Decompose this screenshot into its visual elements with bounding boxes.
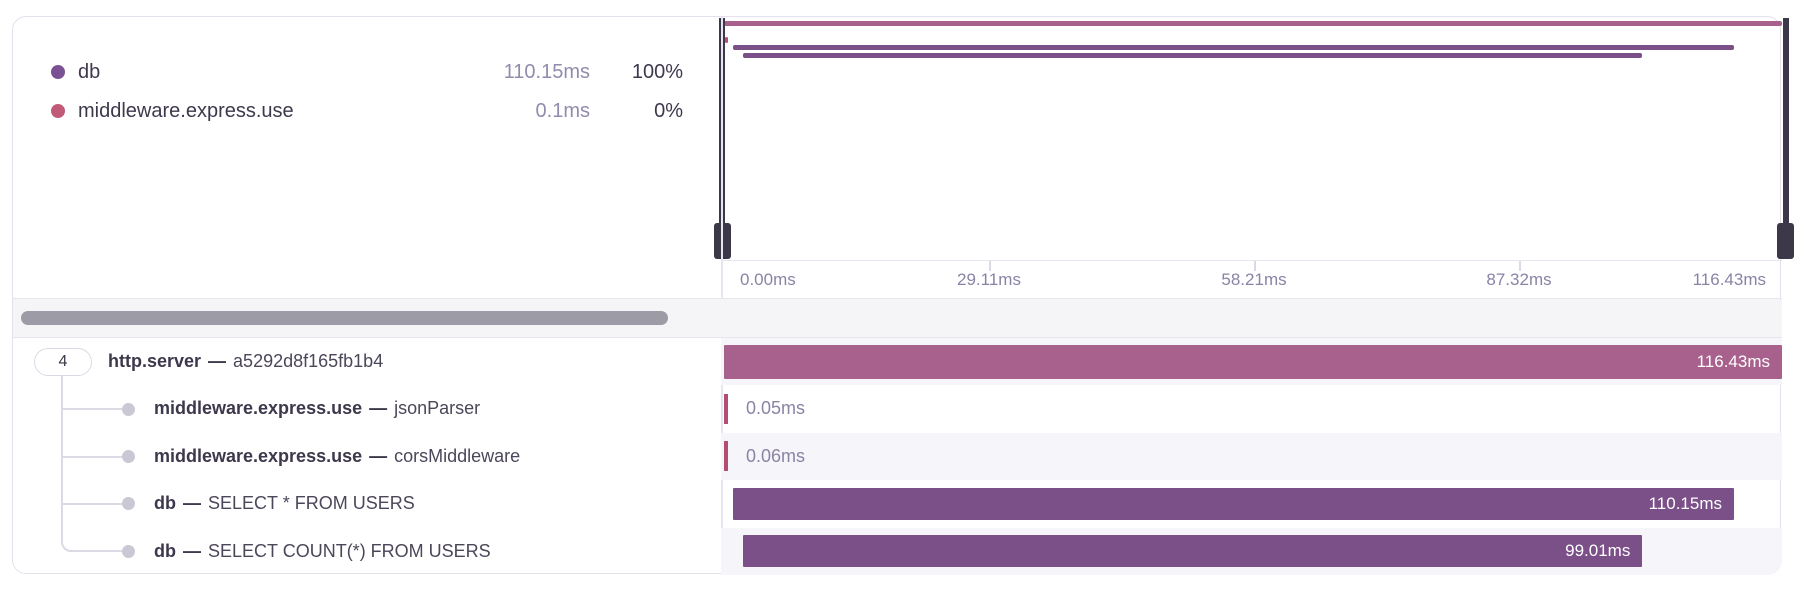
span-op: http.server [108,351,202,371]
span-op: middleware.express.use [154,398,363,419]
span-bar[interactable]: 116.43ms [724,344,1782,379]
legend-op-percent: 100% [631,60,683,83]
span-title: middleware.express.use — corsMiddleware [154,433,520,480]
trace-minimap[interactable]: 0.00ms 29.11ms 58.21ms 87.32ms 116.43ms [714,17,1794,298]
span-duration-label: 99.01ms [1565,541,1631,561]
span-title: middleware.express.use — jsonParser [154,385,480,432]
span-duration-label: 116.43ms [1696,351,1770,371]
legend-op-duration: 0.1ms [535,99,590,122]
horizontal-scrollbar-thumb[interactable] [21,311,668,325]
viewport-left-handle-grip[interactable] [714,223,731,259]
row-band [721,432,1782,481]
span-title: db — SELECT COUNT(*) FROM USERS [154,528,491,575]
separator-dash: — [208,351,227,371]
span-bar[interactable]: 99.01ms [742,535,1643,568]
span-row-db-count[interactable]: db — SELECT COUNT(*) FROM USERS 99.01ms [13,527,1782,575]
span-description: corsMiddleware [394,445,521,466]
viewport-right-handle-bar[interactable] [1783,18,1789,223]
axis-tick [1254,261,1256,271]
time-axis: 0.00ms 29.11ms 58.21ms 87.32ms 116.43ms [721,260,1782,298]
separator-dash: — [183,540,201,561]
span-tick[interactable] [724,441,728,472]
tree-node-dot-icon [122,449,135,463]
tree-node-dot-icon [122,402,135,416]
trace-view-panel: db 110.15ms 100% middleware.express.use … [12,16,1794,575]
tree-node-dot-icon [122,497,135,511]
axis-tick [989,261,991,271]
tree-branch-line [61,455,123,458]
tree-branch-line [61,408,123,411]
ops-breakdown-legend: db 110.15ms 100% middleware.express.use … [13,17,721,298]
axis-label: 116.43ms [1692,270,1766,289]
span-duration-label: 0.05ms [746,398,806,419]
minimap-span-db-select [733,45,1734,50]
legend-op-percent: 0% [654,99,683,122]
axis-label: 29.11ms [957,270,1021,289]
span-row-corsmiddleware[interactable]: middleware.express.use — corsMiddleware 0.… [13,432,1782,481]
span-duration-label: 0.06ms [746,445,806,466]
span-tick[interactable] [724,394,728,425]
minimap-span-http-server [724,21,1782,26]
span-op: db [154,493,176,514]
legend-row-db: db 110.15ms 100% [13,58,721,86]
tree-branch-line [61,502,123,505]
row-band [721,385,1782,432]
minimap-span-db-count [742,53,1643,58]
span-duration-label: 110.15ms [1648,493,1722,513]
axis-label: 58.21ms [1221,270,1287,289]
axis-tick [1519,261,1521,271]
tree-node-dot-icon [122,544,135,558]
span-op: middleware.express.use [154,445,363,466]
separator-dash: — [183,493,201,514]
axis-label: 0.00ms [740,270,796,289]
middleware-color-dot-icon [51,104,65,118]
span-bar[interactable]: 110.15ms [733,487,1734,520]
db-color-dot-icon [51,65,65,79]
legend-row-middleware: middleware.express.use 0.1ms 0% [13,97,721,125]
legend-op-name: db [78,60,101,83]
viewport-right-handle-grip[interactable] [1777,223,1794,259]
span-op: db [154,540,176,561]
legend-op-name: middleware.express.use [78,99,294,122]
span-row-http-server[interactable]: 4 http.server — a5292d8f165fb1b4 116.43ms [13,338,1782,386]
separator-dash: — [369,445,388,466]
child-count-badge[interactable]: 4 [34,347,92,376]
span-title: http.server — a5292d8f165fb1b4 [108,338,383,385]
span-row-db-select[interactable]: db — SELECT * FROM USERS 110.15ms [13,480,1782,527]
separator-dash: — [369,398,388,419]
axis-label: 87.32ms [1486,270,1552,289]
legend-op-duration: 110.15ms [503,60,590,83]
minimap-span-middleware [725,37,729,43]
span-description: a5292d8f165fb1b4 [233,351,384,371]
column-divider [721,17,723,575]
span-waterfall-table: 4 http.server — a5292d8f165fb1b4 116.43ms … [13,338,1782,575]
span-row-jsonparser[interactable]: middleware.express.use — jsonParser 0.05ms [13,385,1782,432]
tree-elbow-line [60,534,124,552]
span-description: SELECT COUNT(*) FROM USERS [208,540,491,561]
span-description: SELECT * FROM USERS [208,493,415,514]
span-description: jsonParser [394,398,481,419]
span-title: db — SELECT * FROM USERS [154,480,415,527]
horizontal-scrollbar-track[interactable] [13,298,1782,338]
